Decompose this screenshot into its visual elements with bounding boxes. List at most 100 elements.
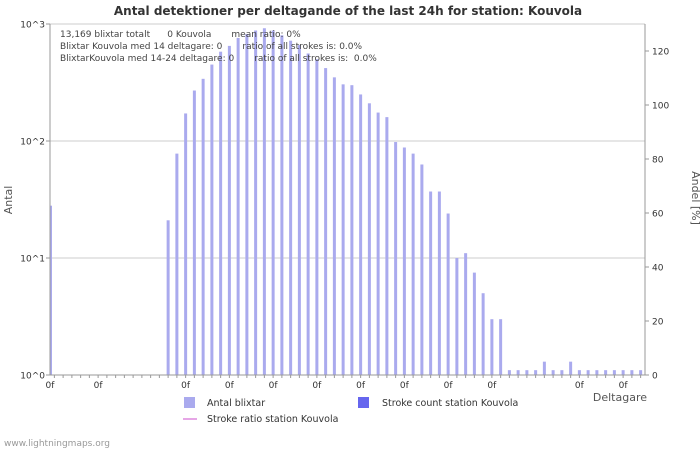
legend-label-stroke-count: Stroke count station Kouvola: [382, 398, 518, 409]
y-tick-right-0: 0: [652, 372, 658, 382]
legend-label-antal-blixtar: Antal blixtar: [207, 398, 265, 409]
x-tick-label-6: 0f: [356, 381, 366, 391]
y-tick-left-2: 10^2: [20, 138, 45, 148]
x-tick-label-1: 0f: [94, 381, 104, 391]
bar-32: [332, 77, 336, 375]
bar-58: [560, 370, 564, 375]
y-tick-right-5: 100: [652, 102, 669, 112]
x-tick-label-11: 0f: [619, 381, 629, 391]
chart-title: Antal detektioner per deltagande of the …: [114, 4, 582, 18]
bar-57: [551, 370, 555, 375]
x-tick-label-0: 0f: [46, 381, 56, 391]
bar-22: [245, 34, 249, 375]
x-tick-label-7: 0f: [400, 381, 410, 391]
bar-41: [411, 153, 415, 375]
y-tick-right-1: 20: [652, 318, 664, 328]
bar-56: [542, 361, 546, 375]
bar-40: [402, 147, 406, 375]
info-line-2: Blixtar Kouvola med 14 deltagare: 0 rati…: [60, 42, 363, 52]
bar-edge: [50, 205, 52, 375]
y-tick-left-1: 10^1: [20, 255, 45, 265]
bar-24: [262, 28, 266, 376]
y-tick-left-3: 10^3: [20, 21, 45, 31]
bar-30: [315, 59, 319, 375]
bar-37: [376, 112, 380, 375]
footer-source: www.lightningmaps.org: [4, 439, 110, 449]
bar-16: [192, 90, 196, 375]
bar-51: [499, 319, 503, 375]
bar-49: [481, 293, 485, 375]
y-ticks-right: 0 20 40 60 80 100 120: [645, 48, 669, 382]
info-line-1: 13,169 blixtar totalt 0 Kouvola mean rat…: [60, 30, 301, 40]
bar-23: [254, 30, 258, 375]
grid-lines: [50, 23, 645, 259]
bar-19: [219, 51, 223, 376]
x-tick-label-10: 0f: [575, 381, 585, 391]
x-ticks: 0f 0f 0f 0f 0f 0f 0f 0f 0f 0f 0f 0f: [46, 375, 642, 391]
bar-47: [464, 253, 468, 375]
y-axis-label-left: Antal: [2, 186, 15, 215]
bar-25: [271, 30, 275, 375]
bar-67: [639, 370, 643, 375]
bar-28: [297, 45, 301, 376]
bar-33: [341, 84, 345, 375]
bar-63: [604, 370, 608, 375]
bar-36: [367, 103, 371, 376]
bar-38: [385, 117, 389, 376]
bar-26: [280, 35, 284, 376]
bar-62: [595, 370, 599, 375]
axes: [49, 24, 646, 376]
x-tick-label-2: 0f: [181, 381, 191, 391]
y-tick-right-6: 120: [652, 48, 669, 58]
bar-18: [210, 64, 214, 375]
y-tick-right-2: 40: [652, 264, 664, 274]
bar-27: [289, 40, 293, 375]
x-tick-label-3: 0f: [225, 381, 235, 391]
bar-64: [612, 370, 616, 375]
bar-66: [630, 370, 634, 375]
bar-48: [472, 272, 476, 375]
bar-60: [577, 370, 581, 375]
bar-35: [359, 94, 363, 375]
bar-46: [455, 258, 459, 375]
bar-59: [569, 361, 573, 375]
bar-54: [525, 370, 529, 375]
bar-34: [350, 85, 354, 376]
y-tick-right-3: 60: [652, 210, 664, 220]
bar-53: [516, 370, 520, 375]
x-tick-label-9: 0f: [487, 381, 497, 391]
bar-31: [324, 68, 328, 375]
bar-20: [227, 45, 231, 375]
bar-13: [166, 220, 170, 375]
y-ticks-left: 10^0 10^1 10^2 10^3: [20, 21, 50, 382]
x-tick-label-8: 0f: [444, 381, 454, 391]
bar-39: [394, 142, 398, 375]
legend-swatch-stroke-count: [358, 397, 369, 408]
bar-14: [175, 153, 179, 375]
bar-61: [586, 370, 590, 375]
y-tick-right-4: 80: [652, 156, 664, 166]
bar-65: [621, 370, 625, 375]
bar-42: [420, 164, 424, 375]
bar-43: [429, 191, 433, 375]
y-axis-label-right: Andel [%]: [689, 171, 700, 225]
bar-45: [446, 213, 450, 375]
bar-15: [184, 113, 188, 375]
bar-17: [201, 78, 205, 375]
bar-21: [236, 37, 240, 375]
y-tick-left-0: 10^0: [20, 372, 45, 382]
x-tick-label-5: 0f: [312, 381, 322, 391]
bar-44: [437, 191, 441, 375]
x-tick-label-4: 0f: [269, 381, 279, 391]
info-line-3: BlixtarKouvola med 14-24 deltagare: 0 ra…: [60, 54, 377, 64]
legend: Antal blixtar Stroke count station Kouvo…: [183, 397, 518, 425]
legend-label-stroke-ratio: Stroke ratio station Kouvola: [207, 414, 338, 425]
bars-antal-blixtar: [50, 28, 643, 376]
bar-29: [306, 53, 310, 376]
legend-swatch-antal-blixtar: [184, 397, 195, 408]
x-axis-label: Deltagare: [593, 391, 647, 404]
bar-52: [507, 370, 511, 375]
bar-55: [534, 370, 538, 375]
